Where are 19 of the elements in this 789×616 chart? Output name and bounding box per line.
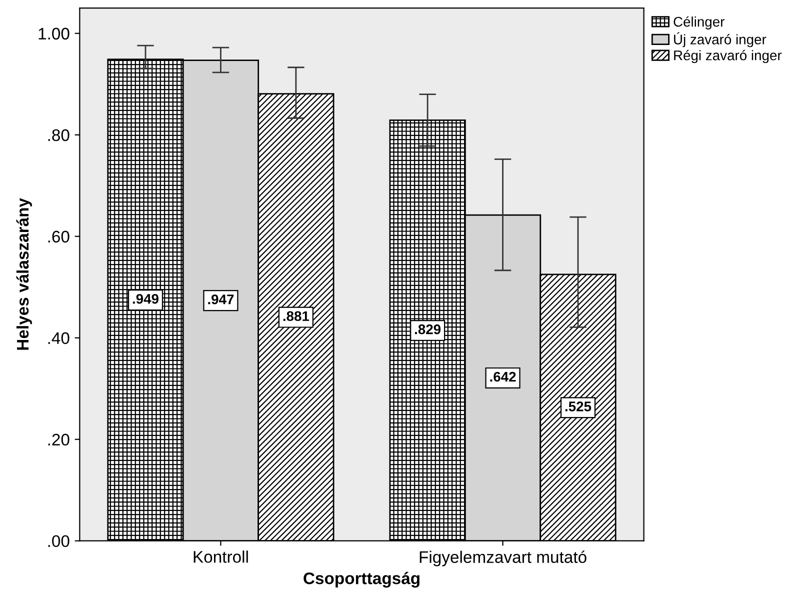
y-tick-label: .20 bbox=[48, 434, 70, 446]
y-tick-label: .00 bbox=[48, 535, 70, 548]
x-tick-label: Figyelemzavart mutató bbox=[420, 550, 586, 566]
data-label: .881 bbox=[283, 311, 310, 322]
x-axis-title: Csoporttagság bbox=[304, 572, 420, 588]
legend-label: Célinger bbox=[674, 16, 724, 30]
data-label: .949 bbox=[132, 294, 159, 304]
legend-label: Régi zavaró inger bbox=[674, 50, 782, 64]
data-label: .829 bbox=[415, 324, 441, 334]
data-label: .642 bbox=[490, 372, 516, 382]
y-tick-label: 1.00 bbox=[38, 28, 70, 40]
data-label: .525 bbox=[565, 402, 592, 412]
y-tick-label: .60 bbox=[48, 230, 70, 243]
y-tick-label: .80 bbox=[48, 129, 70, 142]
y-axis-title: Helyes válaszarány bbox=[16, 198, 32, 350]
x-tick-label: Kontroll bbox=[194, 550, 248, 563]
legend-label: Új zavaró inger bbox=[674, 32, 766, 48]
y-tick-label: .40 bbox=[48, 332, 70, 344]
data-label: .947 bbox=[208, 294, 234, 304]
